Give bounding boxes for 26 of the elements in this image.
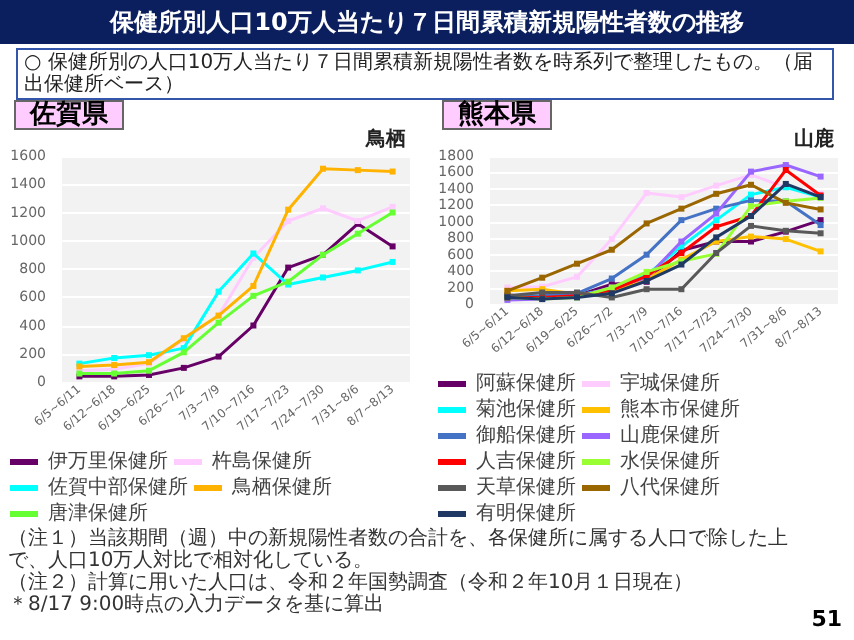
legend-label: 熊本市保健所 — [620, 397, 740, 421]
legend-label: 阿蘇保健所 — [476, 371, 576, 395]
legend-label: 天草保健所 — [476, 475, 576, 499]
legend-label: 御船保健所 — [476, 423, 576, 447]
legend-label: 有明保健所 — [476, 501, 576, 525]
legend-label: 伊万里保健所 — [48, 449, 168, 473]
legend-label: 宇城保健所 — [620, 371, 720, 395]
text: 山鹿 — [794, 127, 836, 151]
text: 保健所別人口10万人当たり７日間累積新規陽性者数の推移 — [0, 0, 854, 44]
legend-label: 佐賀中部保健所 — [48, 475, 188, 499]
legend-label: 菊池保健所 — [476, 397, 576, 421]
legend-label: 杵島保健所 — [210, 449, 312, 473]
legend-label: 鳥栖保健所 — [230, 475, 332, 499]
legend-label: 山鹿保健所 — [620, 423, 720, 447]
legend-label: 八代保健所 — [620, 475, 720, 499]
text: （注２）計算に用いた人口は、令和２年国勢調査（令和２年10月１日現在） — [8, 572, 696, 594]
chart-title: 熊本県 — [458, 98, 538, 130]
text: ＊8/17 9:00時点の入力データを基に算出 — [8, 594, 387, 616]
legend-label: 水俣保健所 — [620, 449, 720, 473]
chart-title: 佐賀県 — [28, 100, 110, 130]
text: ○ 保健所別の人口10万人当たり７日間累積新規陽性者数を時系列で整理したもの。（届出保健所ベース） — [16, 48, 834, 100]
legend-label: 人吉保健所 — [476, 449, 576, 473]
text: 51 — [811, 606, 842, 632]
text: 鳥栖 — [364, 127, 406, 151]
legend-label: 唐津保健所 — [48, 501, 148, 525]
text: （注１）当該期間（週）中の新規陽性者数の合計を、各保健所に属する人口で除した上で、人口10万人対比で相対化している。 — [8, 528, 790, 572]
